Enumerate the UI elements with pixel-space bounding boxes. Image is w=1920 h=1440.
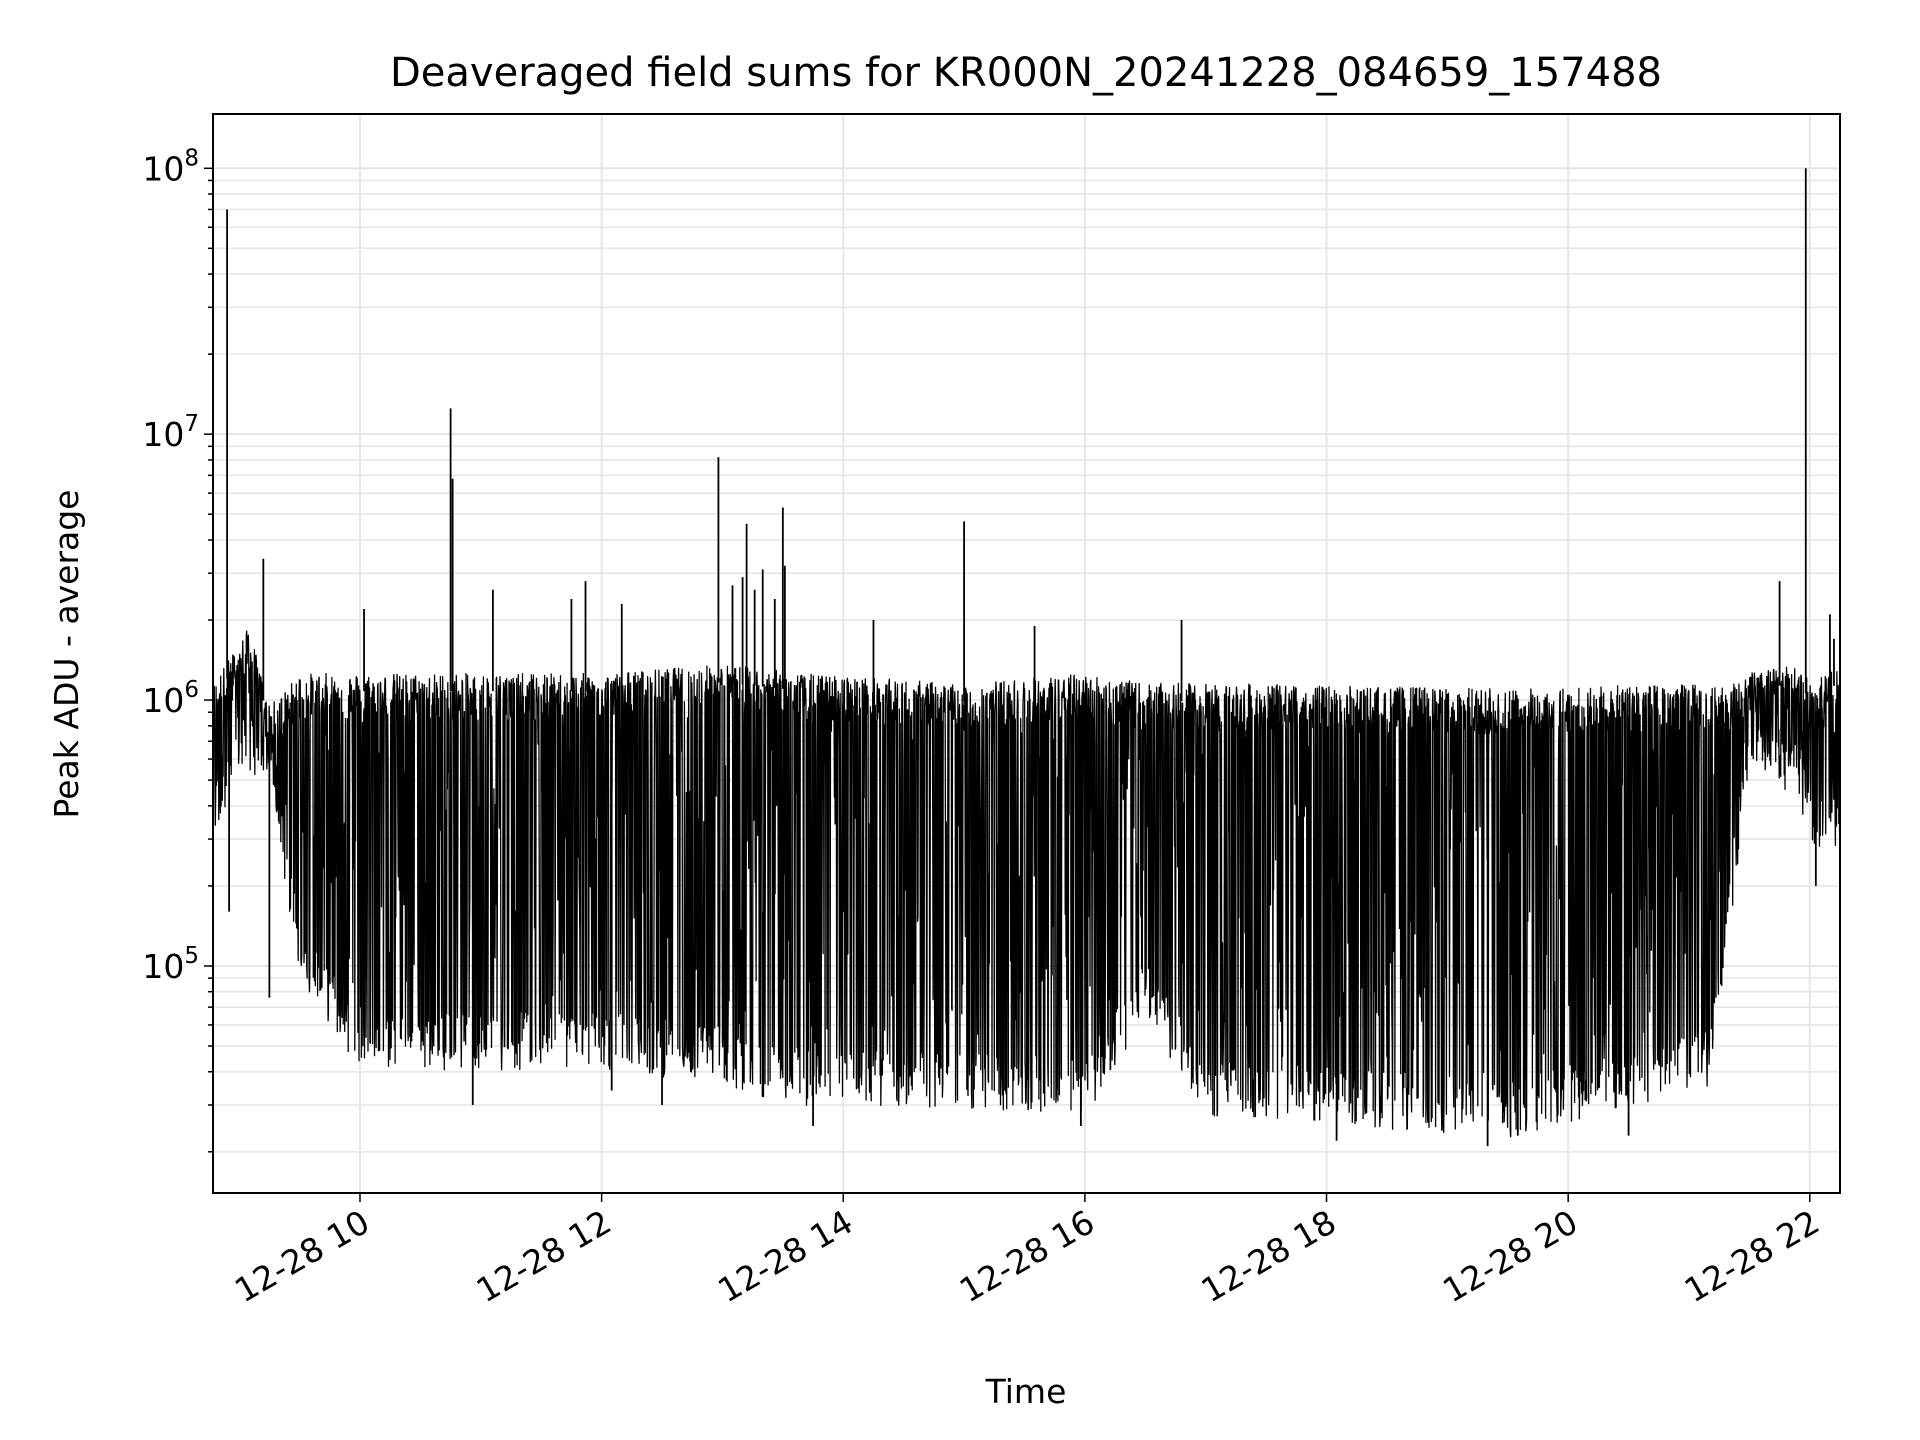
y-axis-label: Peak ADU - average [47,490,86,819]
y-tick-label: 107 [142,411,199,454]
chart-title: Deaveraged field sums for KR000N_2024122… [390,50,1662,96]
y-tick-label: 108 [142,145,199,188]
series-layer [212,168,1841,1147]
plot-area-frame [212,113,1841,1194]
y-tick-label: 106 [142,677,199,720]
y-tick-label: 105 [142,943,199,986]
x-axis-label: Time [985,1372,1067,1411]
series-line [212,630,1841,1138]
